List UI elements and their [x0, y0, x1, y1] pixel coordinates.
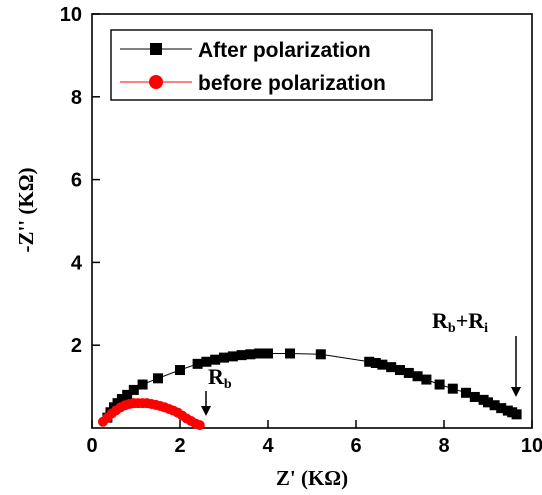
plot-frame	[91, 13, 533, 429]
data-point-after	[254, 348, 265, 359]
annotation-rbri-arrowhead	[511, 387, 521, 397]
data-point-after	[315, 349, 326, 360]
legend-label-after: After polarization	[198, 39, 371, 62]
x-tick-label: 10	[521, 435, 542, 457]
data-point-after	[434, 379, 445, 390]
data-point-after	[461, 387, 471, 398]
data-point-after	[469, 391, 480, 402]
data-point-after	[489, 400, 500, 411]
data-point-after	[403, 367, 414, 378]
y-tick-label: 10	[60, 4, 82, 26]
x-tick-label: 2	[174, 435, 185, 457]
data-point-after	[227, 351, 238, 362]
legend-marker-before	[149, 75, 163, 89]
x-tick-label: 0	[86, 435, 97, 457]
data-point-after	[496, 403, 507, 414]
annotation-rb-arrowhead	[201, 406, 211, 416]
data-point-after	[245, 349, 256, 360]
data-point-after	[263, 348, 273, 359]
legend-box	[110, 29, 433, 101]
data-point-after	[483, 397, 493, 408]
svg-text:Rb: Rb	[208, 364, 232, 392]
x-axis-ticks: 0 2 4 6 8 10	[86, 420, 542, 457]
x-tick-label: 8	[438, 435, 449, 457]
annotation-rbri: Rb+Ri	[432, 308, 521, 397]
x-tick-label: 6	[350, 435, 361, 457]
y-tick-label: 4	[71, 252, 83, 274]
data-point-after	[447, 383, 458, 394]
data-point-after	[137, 379, 148, 390]
data-point-after	[285, 348, 295, 359]
annotation-rbri-sub2: i	[484, 321, 488, 336]
data-point-before	[194, 420, 205, 431]
data-point-after	[116, 394, 127, 405]
data-point-after	[395, 365, 405, 376]
data-point-after	[364, 356, 375, 367]
data-point-after	[412, 371, 423, 382]
legend-marker-after	[150, 43, 162, 55]
annotation-rbri-sub1: b	[448, 321, 456, 336]
data-point-after	[386, 362, 397, 373]
data-point-after	[236, 350, 247, 361]
data-point-after	[122, 389, 133, 400]
data-point-after	[219, 352, 229, 363]
legend: After polarization before polarization	[110, 29, 433, 101]
annotation-rb-R: R	[208, 364, 225, 389]
x-axis-label: Z' (KΩ)	[276, 466, 348, 490]
data-point-after	[201, 356, 212, 367]
x-tick-label: 4	[262, 435, 274, 457]
data-point-after	[175, 365, 185, 376]
annotation-rbri-plus: +R	[456, 308, 486, 333]
data-point-after	[421, 374, 432, 385]
data-point-after	[210, 354, 221, 365]
y-tick-label: 6	[71, 170, 82, 192]
data-point-after	[377, 359, 388, 370]
y-axis-label: -Z'' (KΩ)	[14, 167, 38, 252]
data-point-after	[192, 358, 203, 369]
svg-text:Rb+Ri: Rb+Ri	[432, 308, 488, 336]
annotation-rb-sub: b	[224, 377, 232, 392]
y-tick-label: 2	[71, 335, 82, 357]
annotation-rb: Rb	[201, 364, 232, 416]
data-point-after	[511, 409, 522, 420]
y-tick-label: 8	[71, 87, 82, 109]
annotation-rbri-R: R	[432, 308, 449, 333]
data-point-after	[153, 373, 163, 384]
series-layer	[98, 348, 522, 431]
data-point-after	[128, 384, 139, 395]
y-axis-ticks: 2 4 6 8 10	[60, 4, 100, 357]
legend-label-before: before polarization	[198, 72, 386, 95]
data-point-after	[370, 358, 381, 369]
